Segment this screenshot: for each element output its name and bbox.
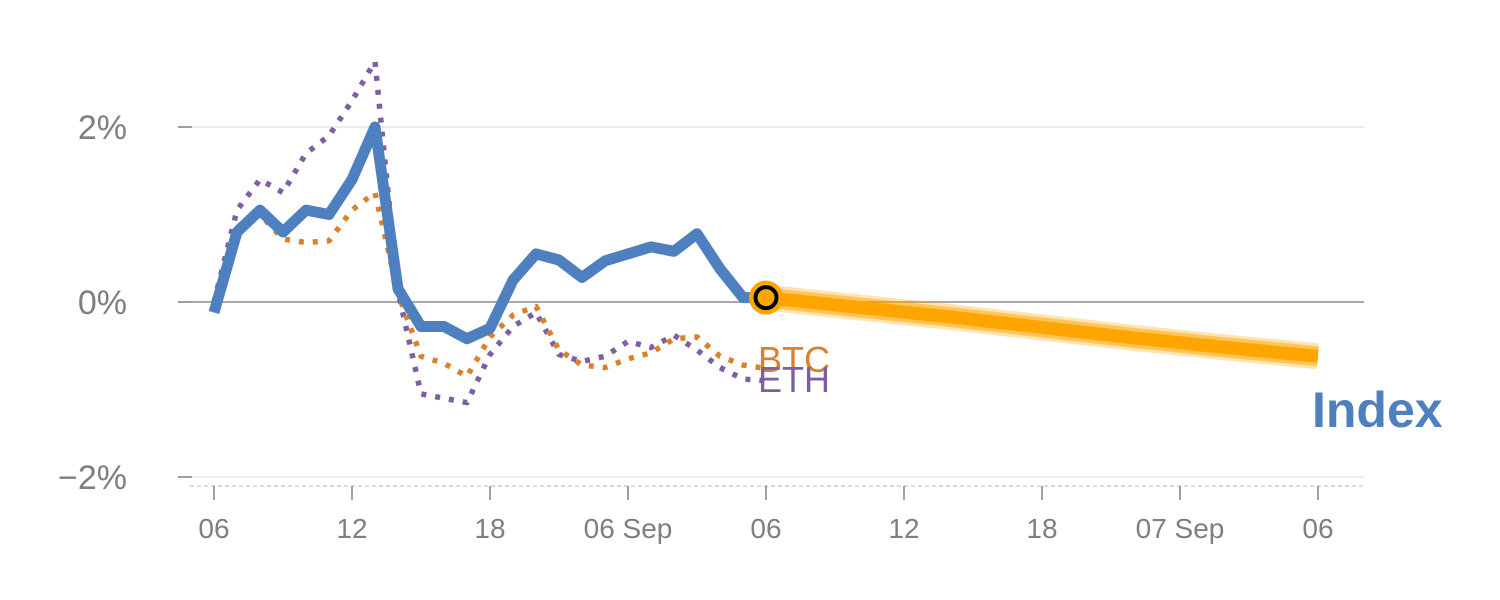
forecast-line bbox=[765, 291, 1319, 363]
x-tick-label: 18 bbox=[1026, 513, 1057, 544]
btc-series-line bbox=[211, 189, 767, 380]
axis-layer: 2% 0% −2% 06 12 18 06 Sep 06 12 18 07 Sep 06 bbox=[58, 109, 1364, 544]
eth-series-line bbox=[211, 58, 767, 406]
y-tick-label: 0% bbox=[78, 284, 127, 322]
btc-series-label: BTC bbox=[758, 339, 830, 380]
y-tick-label: −2% bbox=[58, 459, 127, 497]
index-series-label: Index bbox=[1312, 382, 1443, 438]
x-tick-label: 12 bbox=[336, 513, 367, 544]
eth-series-label: ETH bbox=[758, 359, 830, 400]
series-layer bbox=[208, 58, 1320, 406]
index-series-line bbox=[208, 121, 766, 345]
current-point-marker bbox=[753, 285, 779, 311]
x-tick-label: 06 bbox=[198, 513, 229, 544]
x-tick-label: 07 Sep bbox=[1136, 513, 1225, 544]
x-tick-label: 06 Sep bbox=[584, 513, 673, 544]
x-tick-label: 06 bbox=[750, 513, 781, 544]
y-tick-label: 2% bbox=[78, 109, 127, 147]
label-layer: BTC ETH Index bbox=[758, 339, 1443, 438]
x-tick-label: 12 bbox=[888, 513, 919, 544]
x-tick-label: 06 bbox=[1302, 513, 1333, 544]
x-tick-label: 18 bbox=[474, 513, 505, 544]
